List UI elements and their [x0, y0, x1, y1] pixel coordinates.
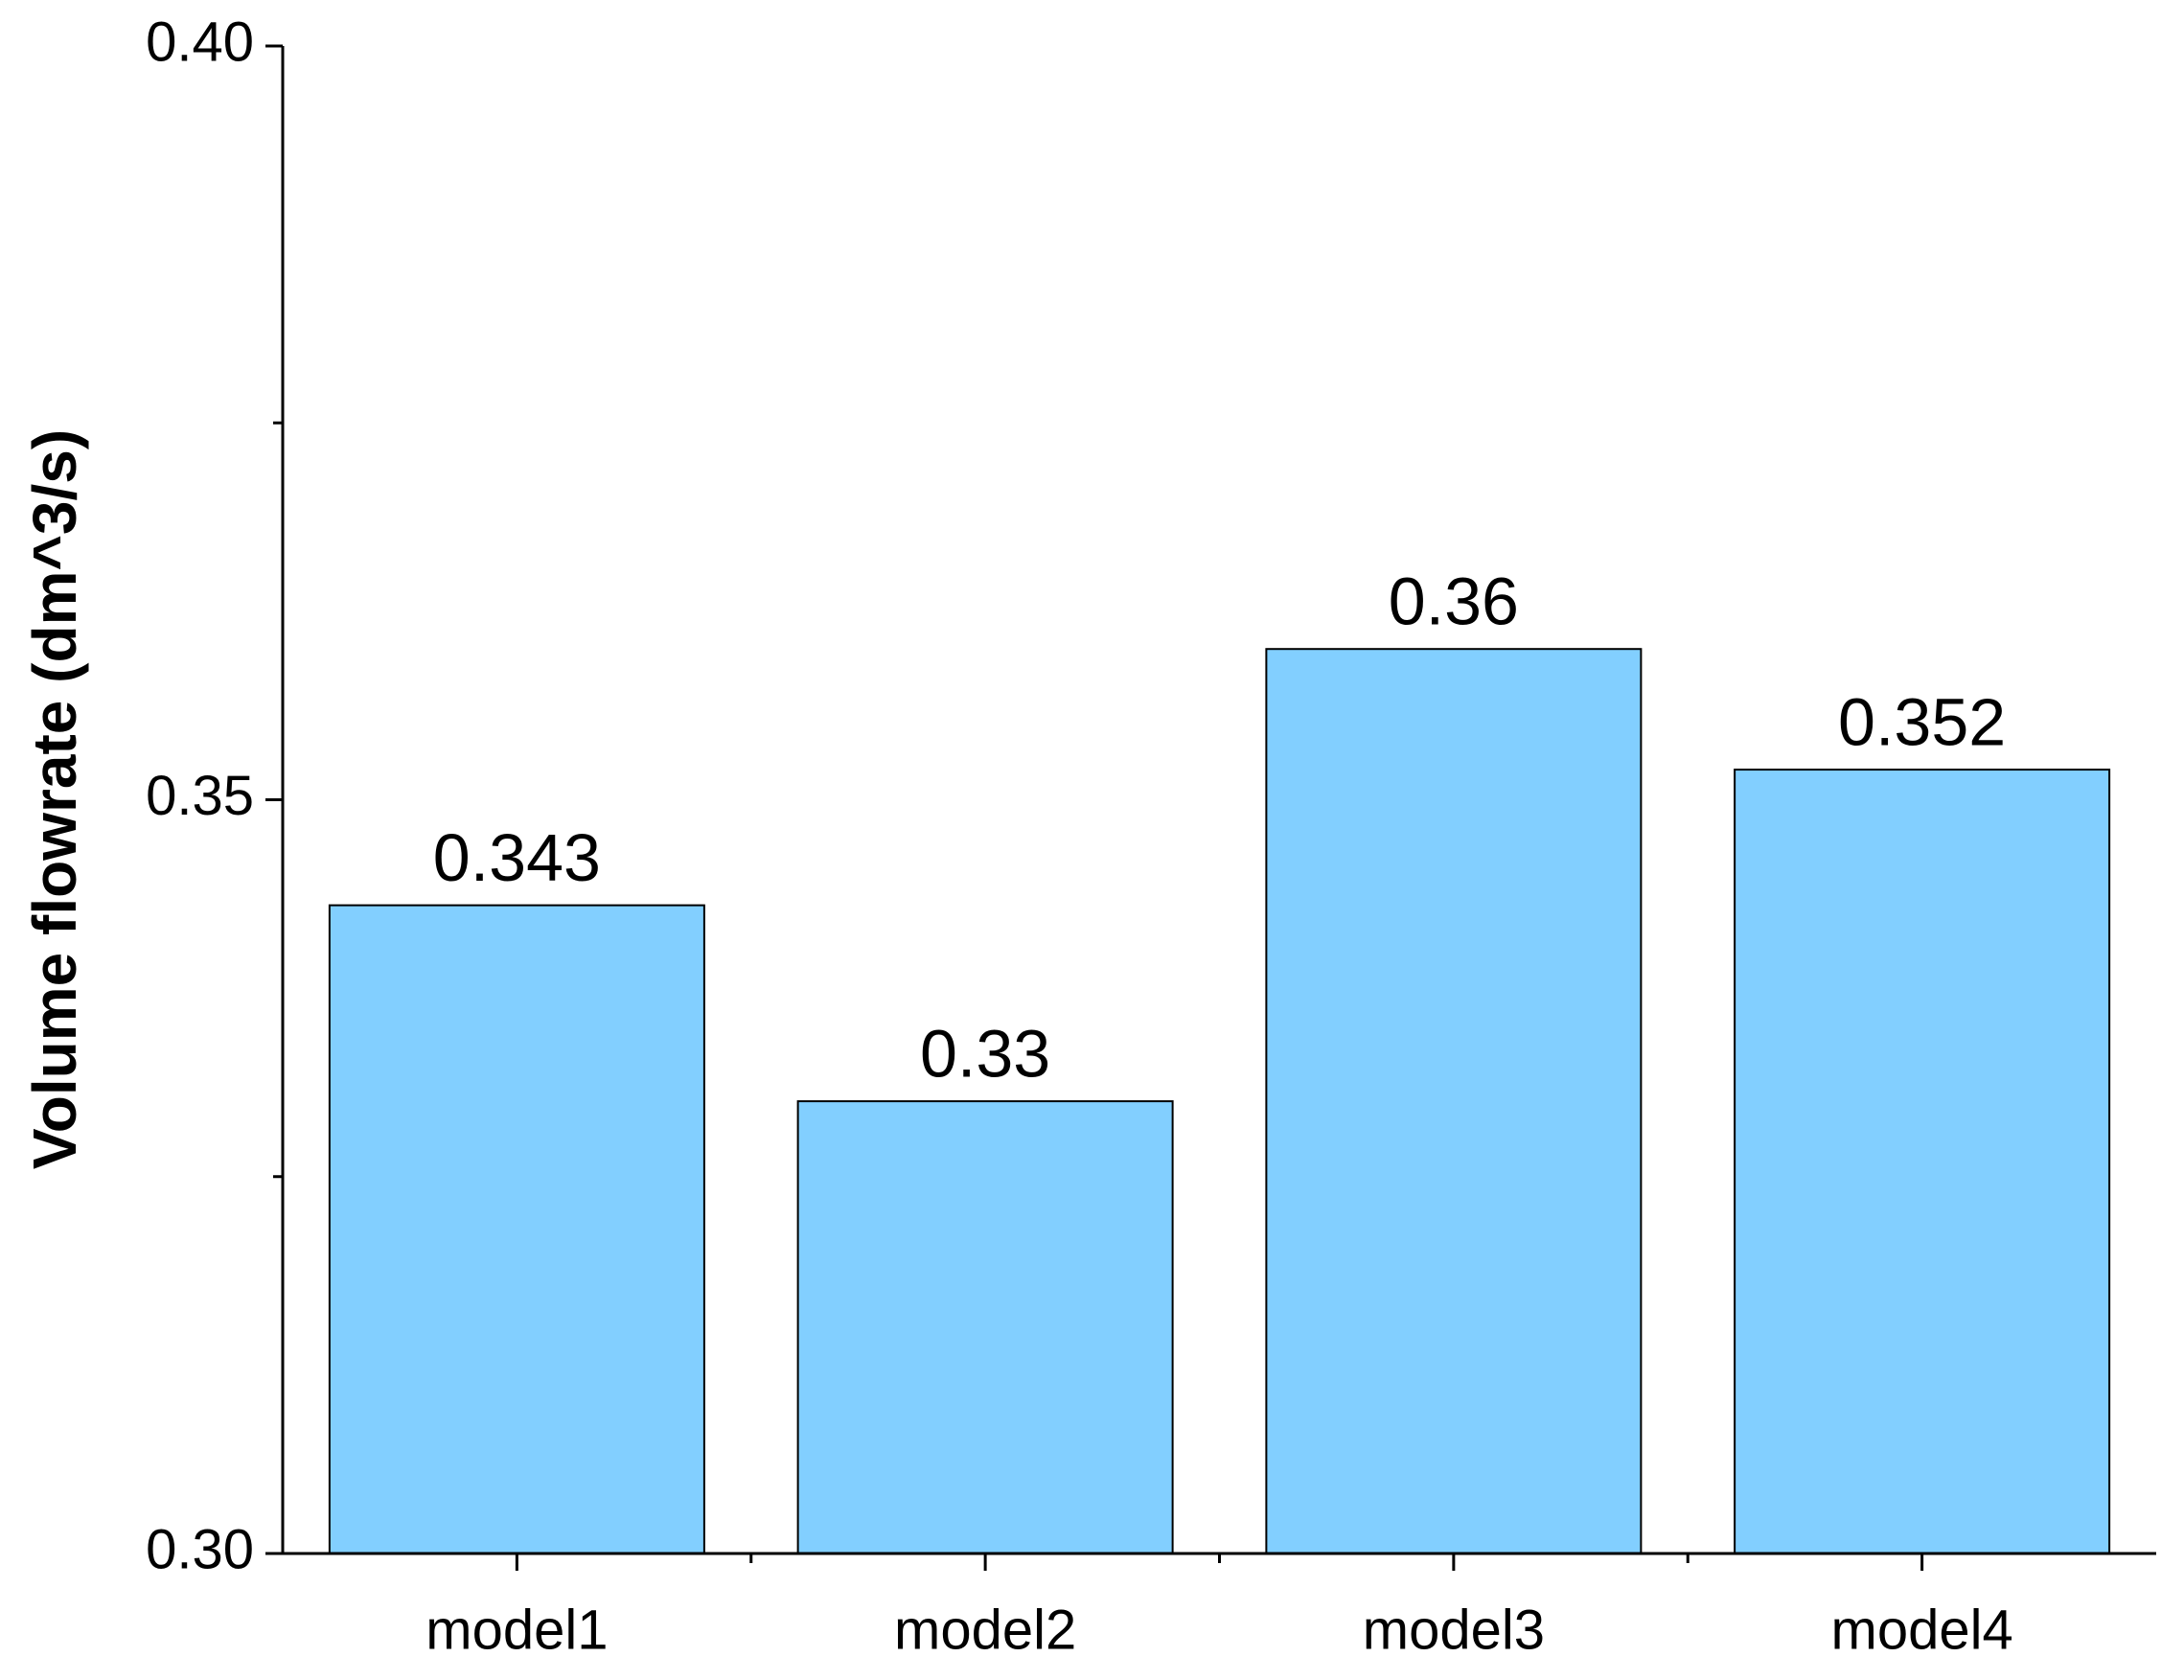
data-label: 0.33: [920, 1017, 1050, 1092]
data-label: 0.343: [433, 820, 601, 895]
data-label: 0.36: [1389, 564, 1519, 639]
y-tick-label: 0.30: [146, 1518, 254, 1580]
bar: [328, 904, 705, 1554]
bar: [1734, 769, 2111, 1554]
x-tick-label: model2: [894, 1599, 1076, 1661]
y-axis-title: Volume flowrate (dm^3/s): [20, 429, 89, 1169]
y-tick-label: 0.35: [146, 765, 254, 827]
x-tick-label: model3: [1363, 1599, 1545, 1661]
x-tick-label: model4: [1831, 1599, 2013, 1661]
bar: [1265, 648, 1643, 1554]
x-tick-label: model1: [425, 1599, 608, 1661]
data-label: 0.352: [1838, 685, 2006, 760]
y-tick-label: 0.40: [146, 11, 254, 73]
bar: [796, 1100, 1174, 1554]
